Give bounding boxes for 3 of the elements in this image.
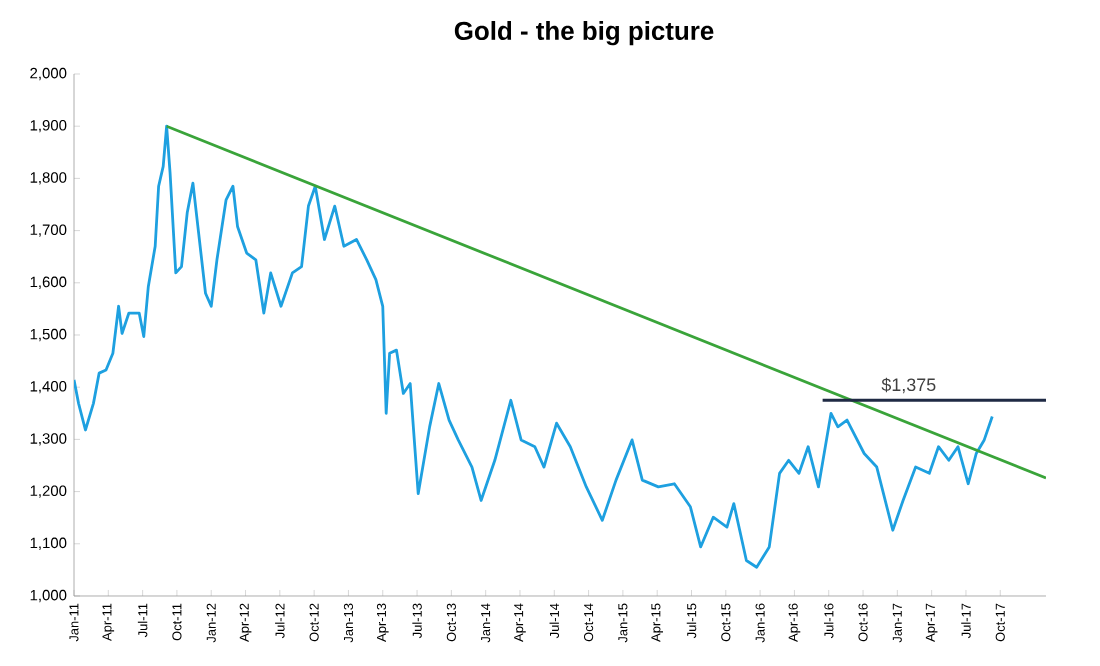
chart-title: Gold - the big picture [454, 21, 714, 46]
annotation: $1,375 [881, 377, 936, 394]
line-series [74, 124, 994, 569]
